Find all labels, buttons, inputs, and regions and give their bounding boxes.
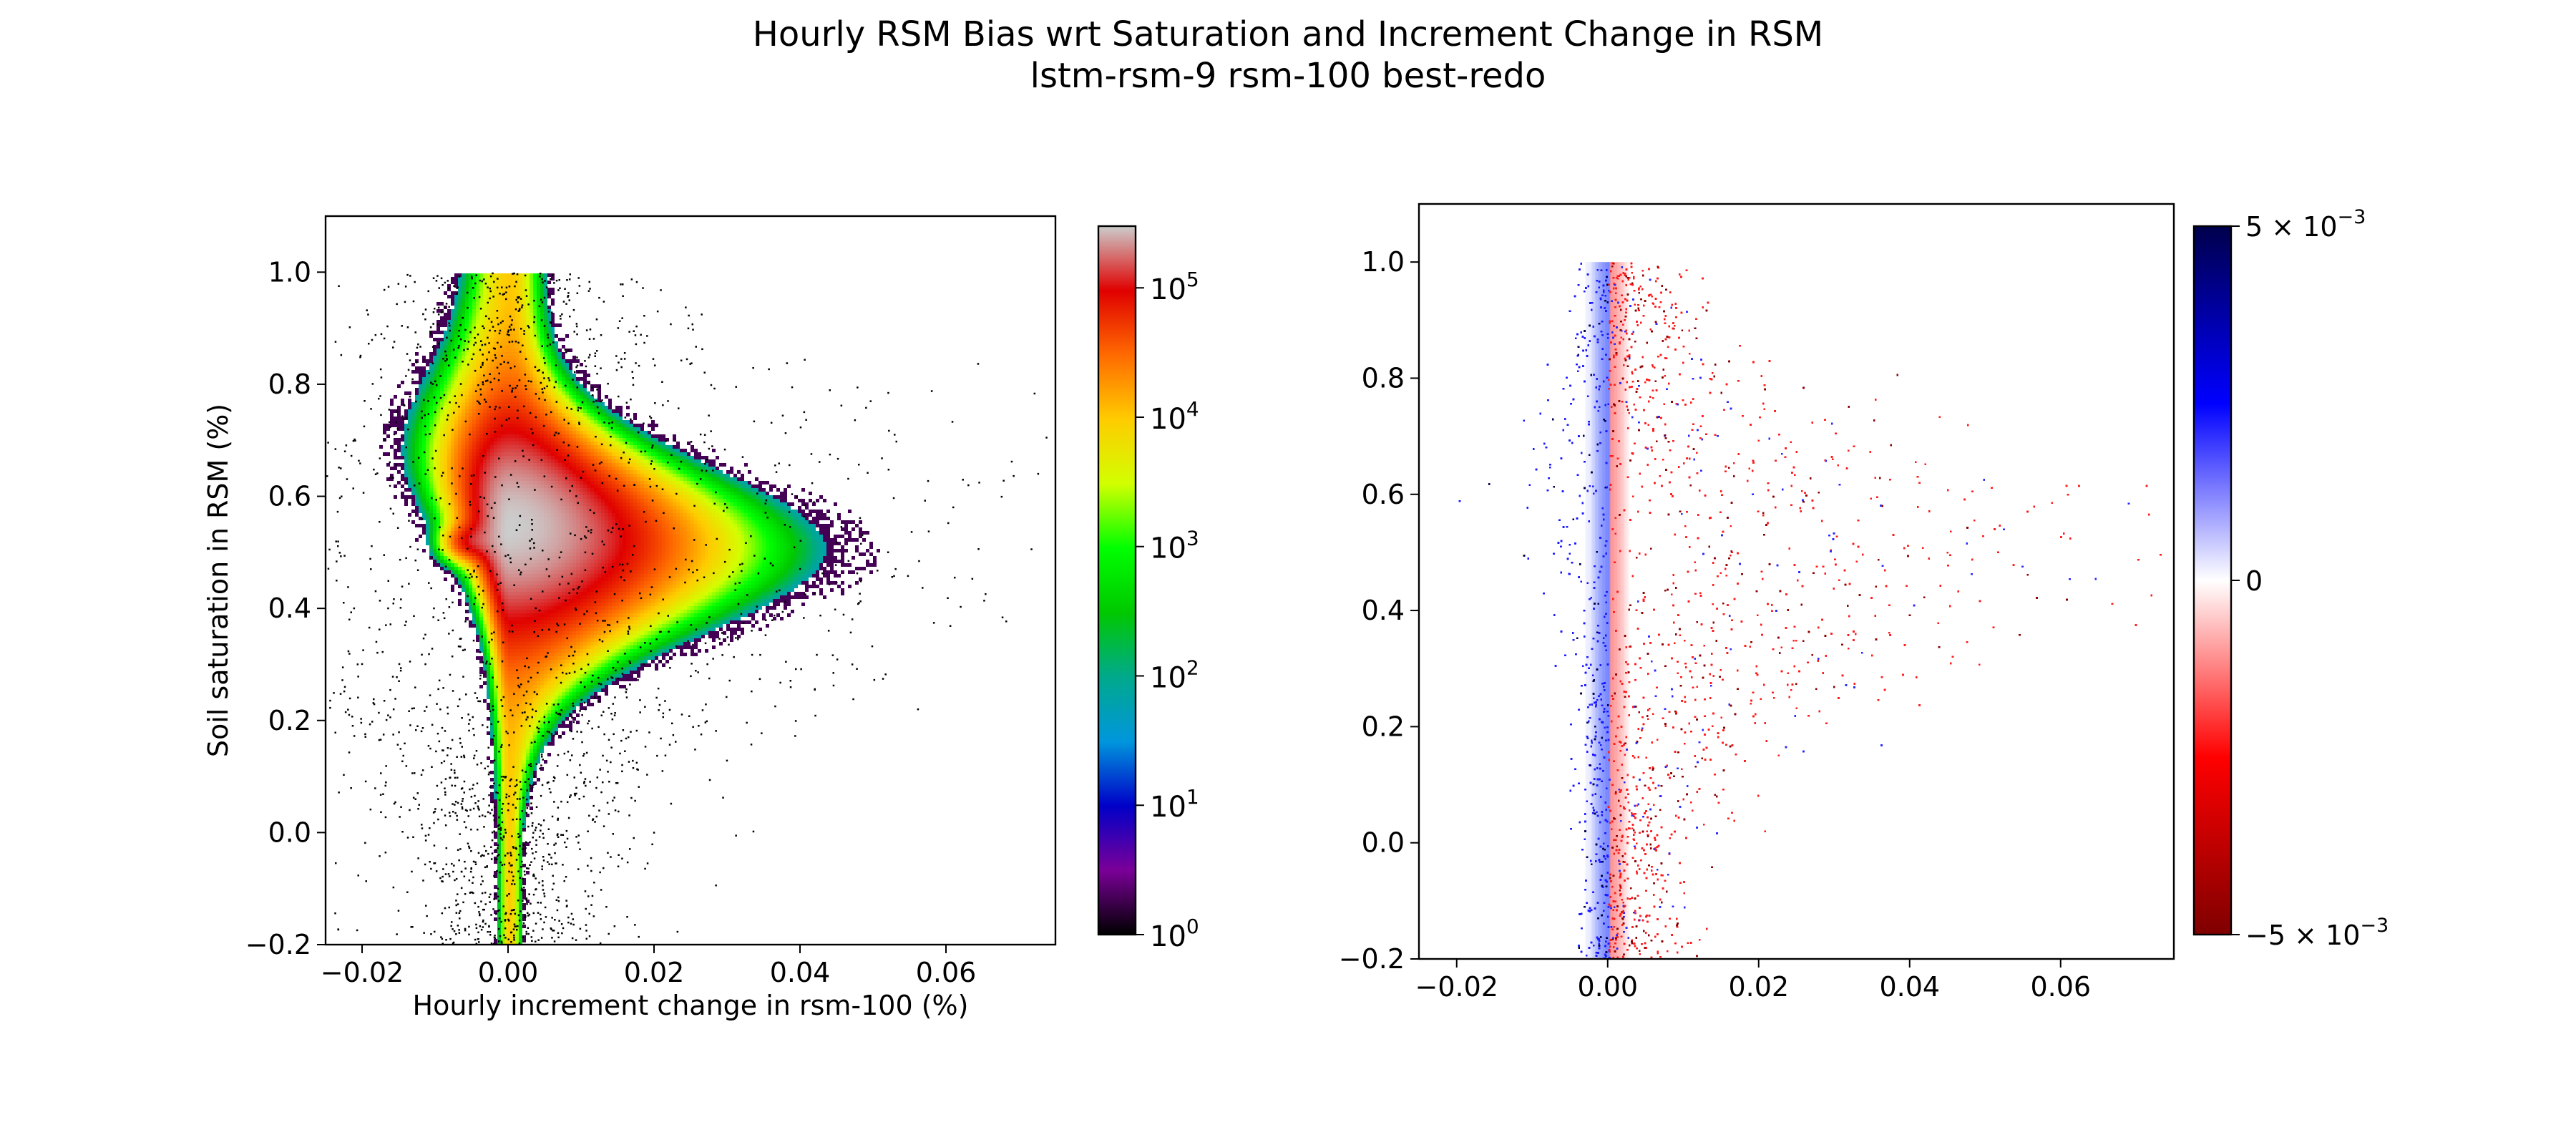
left-axis-ticks: −0.02 0.00 0.02 0.04 0.06 −0.2 0.0 0.2 0.4 0.6 0.8…: [245, 256, 977, 988]
right-y-tick-label: −0.2: [1339, 943, 1405, 975]
bias-colorbar-ticks: 5 × 10−3 0 −5 × 10−3: [2231, 206, 2389, 951]
right-x-tick-label: 0.04: [1879, 971, 1940, 1003]
left-y-tick-label: 0.6: [268, 481, 311, 512]
left-x-tick-label: 0.04: [770, 957, 831, 988]
count-colorbar-tick-label: 105: [1150, 268, 1199, 306]
figure-title: Hourly RSM Bias wrt Saturation and Incre…: [0, 14, 2576, 54]
right-y-tick-label: 0.8: [1362, 362, 1405, 394]
left-y-tick-label: 0.4: [268, 593, 311, 624]
count-colorbar: 100 101 102 103 104 105: [1097, 225, 1199, 953]
figure-subtitle: lstm-rsm-9 rsm-100 best-redo: [0, 56, 2576, 96]
right-y-tick-label: 0.0: [1362, 827, 1405, 859]
count-colorbar-tick-label: 100: [1150, 915, 1199, 953]
right-x-tick-label: 0.06: [2030, 971, 2091, 1003]
bias-colorbar-mid-label: 0: [2245, 565, 2263, 597]
count-colorbar-tick-label: 103: [1150, 527, 1199, 565]
left-y-tick-label: 1.0: [268, 256, 311, 288]
left-x-tick-label: 0.02: [624, 957, 685, 988]
right-y-tick-label: 0.2: [1362, 711, 1405, 742]
count-colorbar-tick-label: 104: [1150, 397, 1199, 436]
right-y-tick-label: 0.6: [1362, 479, 1405, 510]
count-colorbar-frame: [1097, 225, 1137, 936]
left-y-tick-label: −0.2: [245, 929, 311, 960]
right-x-tick-label: 0.02: [1728, 971, 1789, 1003]
bias-scatter: [1458, 262, 2162, 959]
left-x-tick-label: 0.06: [916, 957, 977, 988]
count-colorbar-tick-label: 102: [1150, 656, 1199, 694]
count-colorbar-ticks: 100 101 102 103 104 105: [1136, 268, 1199, 953]
right-y-tick-label: 1.0: [1362, 246, 1405, 278]
left-y-tick-label: 0.8: [268, 369, 311, 400]
left-x-tick-label: −0.02: [321, 957, 404, 988]
left-y-tick-label: 0.2: [268, 705, 311, 736]
right-y-tick-label: 0.4: [1362, 595, 1405, 626]
left-y-tick-label: 0.0: [268, 817, 311, 848]
count-colorbar-gradient: [1098, 226, 1136, 935]
right-x-tick-label: −0.02: [1415, 971, 1498, 1003]
bias-colorbar-top-label: 5 × 10−3: [2245, 206, 2366, 243]
bias-colorbar: 5 × 10−3 0 −5 × 10−3: [2192, 206, 2389, 951]
left-heatmap-panel: −0.02 0.00 0.02 0.04 0.06 −0.2 0.0 0.2 0.4 0.6 0.8…: [203, 215, 1057, 1021]
right-axis-ticks: −0.02 0.00 0.02 0.04 0.06 −0.2 0.0 0.2 0.4 0.6 0.8…: [1339, 246, 2091, 1003]
count-colorbar-tick-label: 101: [1150, 785, 1199, 824]
right-x-tick-label: 0.00: [1577, 971, 1638, 1003]
density-heatmap: [326, 272, 1048, 945]
right-bias-panel: −0.02 0.00 0.02 0.04 0.06 −0.2 0.0 0.2 0.4 0.6 0.8…: [1339, 203, 2175, 1003]
right-plot-frame: [1418, 203, 2175, 960]
left-y-axis-label: Soil saturation in RSM (%): [203, 404, 234, 757]
left-x-axis-label: Hourly increment change in rsm-100 (%): [413, 990, 969, 1021]
left-x-tick-label: 0.00: [478, 957, 539, 988]
left-plot-frame: [324, 215, 1057, 946]
bias-colorbar-bottom-label: −5 × 10−3: [2245, 915, 2389, 951]
bias-colorbar-gradient: [2194, 226, 2231, 935]
